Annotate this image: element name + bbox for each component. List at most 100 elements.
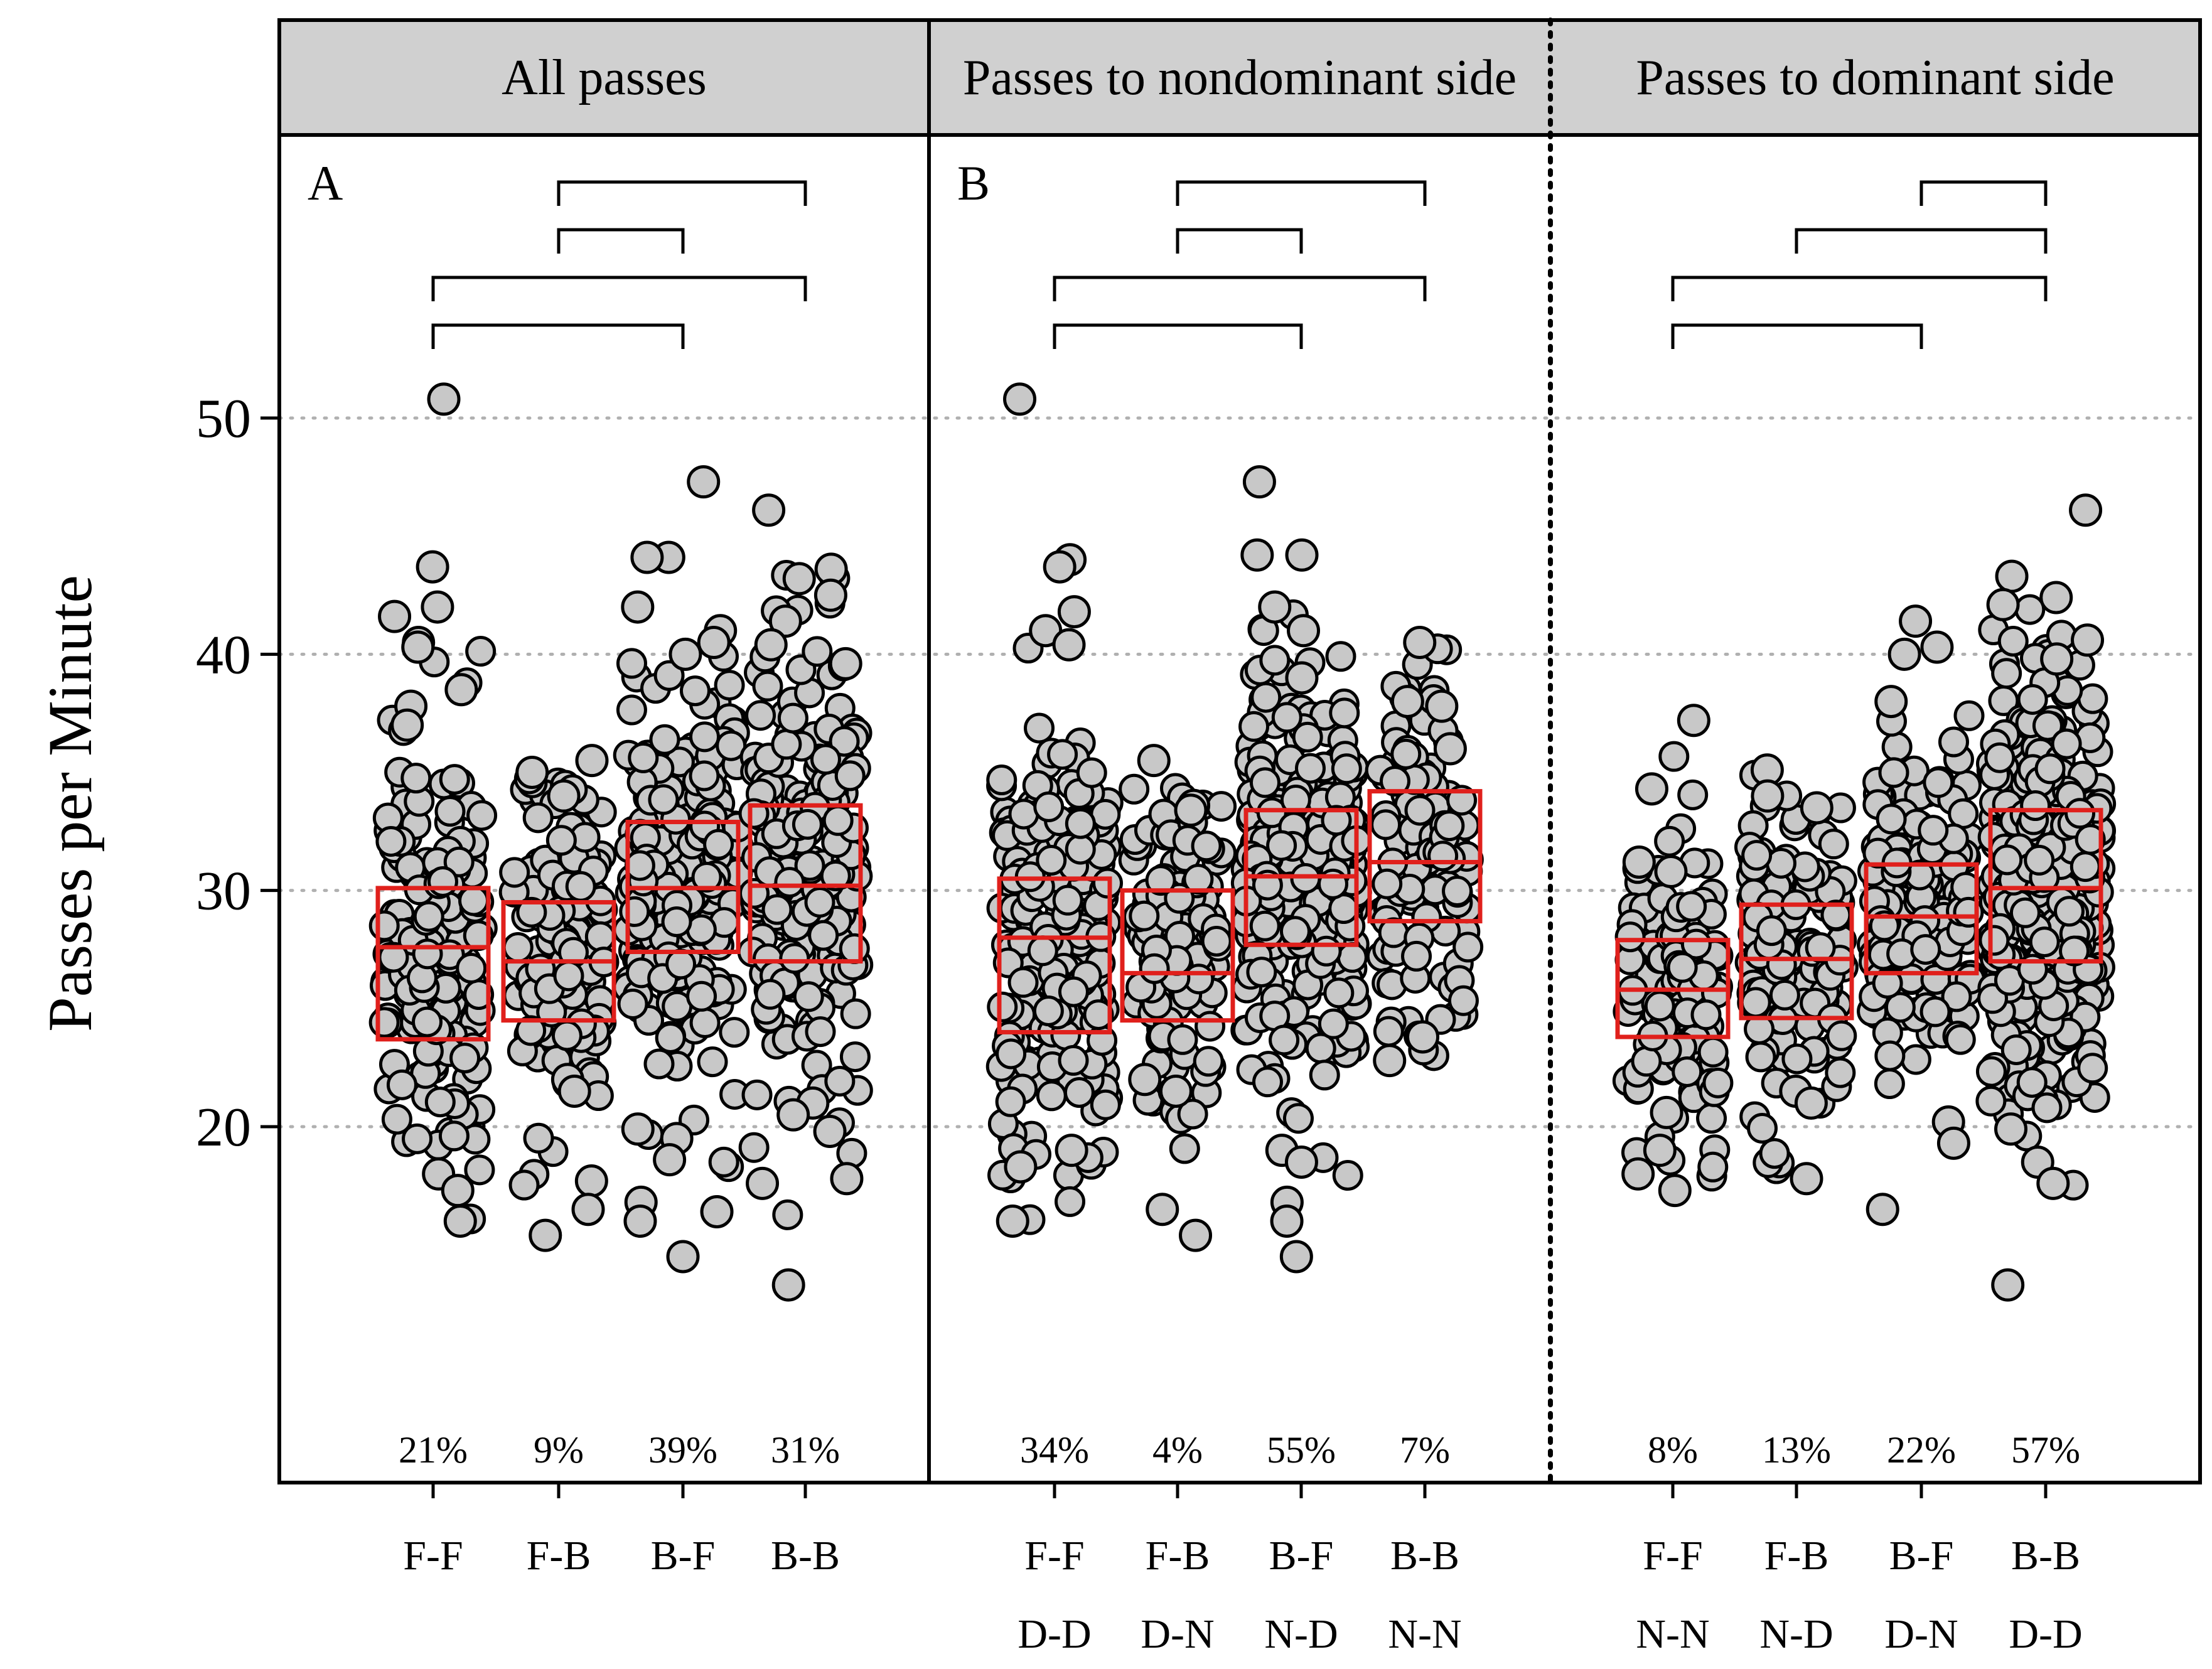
data-point bbox=[1741, 840, 1773, 871]
data-point-extreme bbox=[416, 550, 449, 584]
data-point bbox=[822, 805, 854, 836]
x-tick-sublabel-1-0: D-D bbox=[1017, 1611, 1091, 1657]
data-point-extreme bbox=[2040, 642, 2074, 676]
panel-title-1: All passes bbox=[502, 50, 707, 105]
data-point-extreme bbox=[754, 628, 788, 662]
data-point-extreme bbox=[547, 779, 581, 813]
data-point bbox=[616, 648, 647, 679]
data-point bbox=[1975, 1056, 2007, 1087]
data-point-extreme bbox=[1986, 588, 2020, 621]
data-point bbox=[794, 850, 825, 881]
data-point bbox=[402, 1123, 433, 1154]
data-point-extreme bbox=[1287, 614, 1321, 648]
percent-label-2-3: 57% bbox=[2011, 1429, 2080, 1471]
data-point bbox=[1702, 1067, 1734, 1098]
data-point bbox=[1654, 825, 1685, 857]
data-point bbox=[1945, 1024, 1976, 1055]
x-tick-label-2-2: B-F bbox=[1889, 1533, 1954, 1579]
data-point-extreme bbox=[1622, 845, 1656, 879]
data-point-extreme bbox=[1240, 538, 1274, 572]
data-point bbox=[1805, 932, 1836, 963]
data-point bbox=[1948, 798, 1979, 829]
data-point bbox=[987, 991, 1018, 1022]
data-point bbox=[1246, 957, 1277, 988]
data-point bbox=[1697, 1036, 1729, 1068]
data-point bbox=[1252, 1066, 1283, 1098]
data-point-extreme bbox=[623, 1205, 657, 1238]
data-point bbox=[1658, 741, 1690, 772]
data-point bbox=[802, 636, 833, 667]
x-tick-label-0-0: F-F bbox=[403, 1533, 463, 1579]
data-point bbox=[616, 694, 647, 726]
data-point bbox=[502, 931, 534, 963]
x-tick-label-1-3: B-B bbox=[1390, 1533, 1459, 1579]
data-point-extreme bbox=[571, 1193, 605, 1226]
data-point-extreme bbox=[401, 630, 435, 664]
data-point-extreme bbox=[575, 744, 609, 778]
data-point bbox=[412, 1006, 443, 1038]
data-point-extreme bbox=[1650, 1095, 1683, 1129]
data-point bbox=[1826, 1020, 1857, 1051]
data-point bbox=[1379, 766, 1410, 797]
data-point-extreme bbox=[1179, 1218, 1213, 1252]
data-point bbox=[1991, 658, 2022, 689]
panel-letter-A: A bbox=[308, 156, 343, 210]
x-tick-label-0-2: B-F bbox=[651, 1533, 716, 1579]
data-point bbox=[708, 1146, 739, 1178]
data-point bbox=[805, 1016, 836, 1048]
data-point bbox=[2034, 753, 2066, 785]
data-point-extreme bbox=[443, 1205, 477, 1238]
data-point bbox=[689, 1007, 721, 1039]
data-point bbox=[839, 933, 870, 964]
data-point-extreme bbox=[1621, 1157, 1655, 1191]
panel-title-2: Passes to nondominant side bbox=[963, 50, 1517, 105]
data-point bbox=[719, 1017, 750, 1048]
percent-label-2-1: 13% bbox=[1762, 1429, 1831, 1471]
data-point-extreme bbox=[700, 1194, 734, 1228]
data-point-extreme bbox=[1994, 1112, 2027, 1146]
data-point bbox=[1401, 940, 1432, 972]
data-point bbox=[648, 784, 679, 815]
data-point bbox=[1953, 700, 1985, 731]
data-point bbox=[1442, 876, 1473, 907]
data-point bbox=[1745, 1041, 1776, 1073]
data-point bbox=[1427, 840, 1459, 872]
data-point bbox=[1027, 935, 1058, 967]
data-point bbox=[1292, 721, 1323, 753]
data-point bbox=[443, 846, 475, 877]
data-point bbox=[2016, 1066, 2048, 1098]
data-point bbox=[1269, 1024, 1300, 1056]
percent-label-0-0: 21% bbox=[399, 1429, 468, 1471]
data-point bbox=[2000, 1034, 2032, 1065]
data-point bbox=[628, 742, 659, 773]
data-point-extreme bbox=[1866, 1193, 1899, 1226]
data-point bbox=[741, 1079, 773, 1110]
data-point bbox=[1696, 1103, 1727, 1134]
data-point-extreme bbox=[2069, 493, 2103, 527]
data-point bbox=[368, 910, 400, 942]
data-point-extreme bbox=[1003, 382, 1037, 416]
data-point bbox=[996, 1038, 1027, 1070]
data-point bbox=[1667, 952, 1698, 983]
data-point bbox=[522, 802, 554, 834]
data-point bbox=[1900, 1044, 1931, 1075]
data-point bbox=[1193, 1046, 1224, 1077]
data-point-extreme bbox=[1004, 1150, 1038, 1184]
percent-label-1-3: 7% bbox=[1400, 1429, 1450, 1471]
data-point bbox=[617, 988, 648, 1019]
data-point bbox=[412, 938, 443, 970]
data-point bbox=[499, 857, 530, 888]
data-point bbox=[508, 1169, 540, 1201]
data-point bbox=[1250, 682, 1282, 713]
data-point bbox=[1201, 926, 1232, 957]
data-point-extreme bbox=[444, 673, 478, 707]
data-point bbox=[516, 896, 547, 928]
data-point bbox=[1672, 1056, 1703, 1087]
data-point-extreme bbox=[1406, 1020, 1440, 1054]
data-point bbox=[413, 901, 444, 932]
data-point-extreme bbox=[768, 604, 802, 638]
data-point bbox=[424, 1087, 456, 1118]
data-point bbox=[1145, 865, 1176, 896]
title-strip bbox=[277, 18, 2202, 137]
data-point bbox=[1007, 967, 1039, 998]
